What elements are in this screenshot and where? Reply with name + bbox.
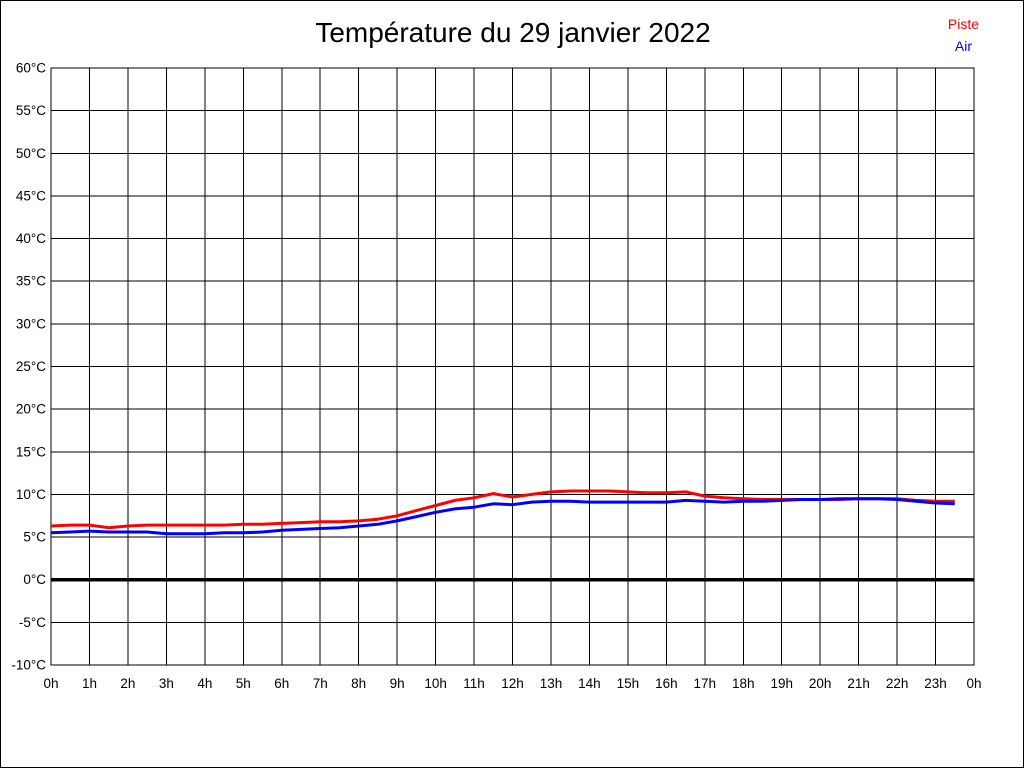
x-tick-label: 20h <box>809 676 832 691</box>
series-line-piste <box>50 489 955 530</box>
x-tick-label: 16h <box>655 676 678 691</box>
x-tick-label: 8h <box>351 676 366 691</box>
x-tick-label: 10h <box>424 676 447 691</box>
x-tick-label: 17h <box>694 676 717 691</box>
x-tick-label: 0h <box>43 676 58 691</box>
x-tick-label: 19h <box>770 676 793 691</box>
x-tick-label: 15h <box>617 676 640 691</box>
legend: Piste Air <box>948 13 979 57</box>
x-tick-label: 9h <box>390 676 405 691</box>
x-tick-label: 0h <box>966 676 981 691</box>
chart-title: Température du 29 janvier 2022 <box>315 17 711 48</box>
x-tick-label: 21h <box>847 676 870 691</box>
y-tick-label: -5°C <box>19 615 46 630</box>
x-tick-label: 2h <box>120 676 135 691</box>
x-tick-label: 22h <box>886 676 909 691</box>
x-tick-label: 7h <box>313 676 328 691</box>
x-tick-label: 6h <box>274 676 289 691</box>
x-tick-label: 13h <box>540 676 563 691</box>
y-tick-label: 50°C <box>16 146 46 161</box>
y-tick-label: 45°C <box>16 188 46 203</box>
x-tick-label: 18h <box>732 676 755 691</box>
y-tick-label: 40°C <box>16 231 46 246</box>
x-tick-label: 4h <box>197 676 212 691</box>
legend-item-piste: Piste <box>947 16 979 32</box>
x-tick-label: 14h <box>578 676 601 691</box>
y-tick-label: 30°C <box>16 316 46 331</box>
y-tick-label: -10°C <box>11 658 46 673</box>
legend-item-air: Air <box>954 38 972 54</box>
y-tick-label: 35°C <box>16 274 46 289</box>
y-tick-label: 20°C <box>16 402 46 417</box>
x-tick-label: 11h <box>463 676 485 691</box>
x-tick-label: 1h <box>82 676 97 691</box>
series-line-air <box>50 497 955 536</box>
x-tick-label: 23h <box>924 676 947 691</box>
x-tick-label: 3h <box>159 676 174 691</box>
x-tick-label: 5h <box>236 676 251 691</box>
y-tick-label: 0°C <box>23 572 46 587</box>
y-tick-label: 25°C <box>16 359 46 374</box>
y-tick-label: 5°C <box>23 530 46 545</box>
x-tick-label: 12h <box>501 676 524 691</box>
y-tick-label: 60°C <box>16 61 46 76</box>
y-tick-label: 15°C <box>16 444 46 459</box>
y-tick-label: 10°C <box>16 487 46 502</box>
y-tick-label: 55°C <box>16 103 46 118</box>
plot-border <box>50 67 975 666</box>
